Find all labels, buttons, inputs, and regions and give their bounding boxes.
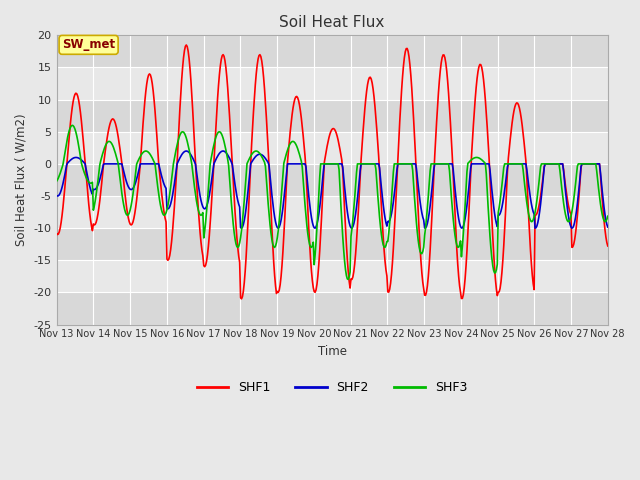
Legend: SHF1, SHF2, SHF3: SHF1, SHF2, SHF3 bbox=[192, 376, 472, 399]
SHF2 bbox=[604, 224, 612, 230]
Bar bbox=[56, 260, 608, 292]
SHF3 bbox=[68, 122, 76, 128]
Y-axis label: Soil Heat Flux ( W/m2): Soil Heat Flux ( W/m2) bbox=[15, 114, 28, 246]
Bar bbox=[56, 196, 608, 228]
SHF3 bbox=[151, 161, 159, 167]
X-axis label: Time: Time bbox=[317, 345, 347, 358]
Bar bbox=[56, 100, 608, 132]
Bar bbox=[56, 132, 608, 164]
SHF2 bbox=[237, 225, 245, 231]
SHF3 bbox=[380, 242, 387, 248]
SHF1 bbox=[604, 243, 612, 249]
Title: Soil Heat Flux: Soil Heat Flux bbox=[280, 15, 385, 30]
SHF2 bbox=[182, 148, 190, 154]
SHF3 bbox=[52, 179, 60, 184]
Text: SW_met: SW_met bbox=[62, 38, 115, 51]
Line: SHF3: SHF3 bbox=[56, 125, 608, 279]
SHF1 bbox=[52, 230, 60, 236]
SHF2 bbox=[195, 188, 203, 193]
Bar bbox=[56, 228, 608, 260]
SHF3 bbox=[303, 222, 310, 228]
SHF3 bbox=[470, 156, 477, 161]
Line: SHF1: SHF1 bbox=[56, 45, 608, 299]
SHF1 bbox=[422, 289, 430, 295]
SHF1 bbox=[304, 205, 312, 211]
SHF1 bbox=[150, 97, 158, 103]
SHF3 bbox=[344, 276, 352, 282]
SHF2 bbox=[52, 192, 60, 198]
SHF3 bbox=[195, 210, 203, 216]
SHF1 bbox=[195, 218, 203, 224]
SHF2 bbox=[380, 202, 387, 208]
Bar bbox=[56, 68, 608, 100]
SHF2 bbox=[304, 183, 312, 189]
Line: SHF2: SHF2 bbox=[56, 151, 608, 228]
SHF2 bbox=[150, 161, 158, 167]
SHF1 bbox=[237, 296, 245, 302]
SHF2 bbox=[422, 224, 430, 229]
SHF1 bbox=[380, 235, 387, 240]
SHF1 bbox=[470, 122, 477, 128]
Bar bbox=[56, 164, 608, 196]
SHF2 bbox=[470, 161, 477, 167]
SHF3 bbox=[422, 216, 430, 221]
SHF1 bbox=[182, 42, 190, 48]
Bar bbox=[56, 36, 608, 68]
SHF3 bbox=[604, 213, 612, 219]
Bar bbox=[56, 292, 608, 324]
